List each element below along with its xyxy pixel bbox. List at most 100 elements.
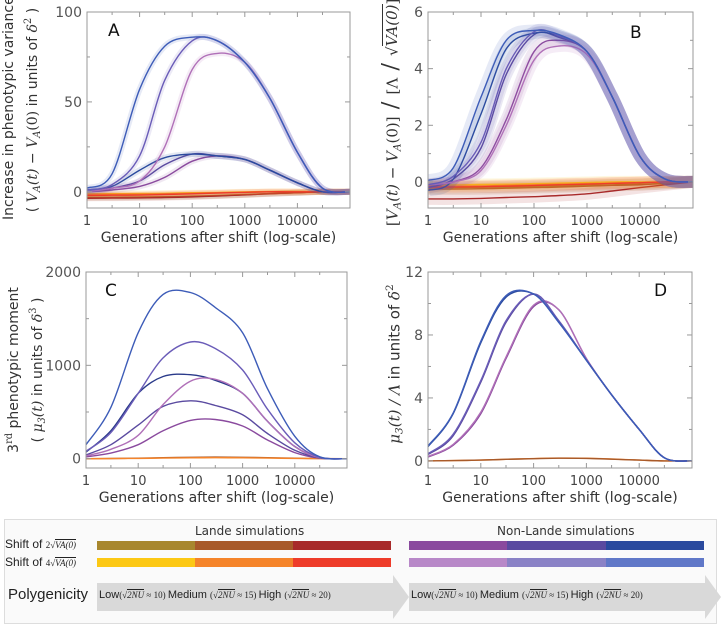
label-token: ) <box>29 297 46 308</box>
label-token: ≈ 10) <box>144 590 168 600</box>
nonlande-shift4-bar <box>409 558 704 567</box>
x-axis-label: Generations after shift (log-scale) <box>443 230 678 246</box>
panel-D: 1 10 100 1000 10000 0 4 8 12 Generations after sh… <box>405 265 693 506</box>
series-group <box>86 289 347 460</box>
panel-letter: B <box>630 23 642 43</box>
label-token: ] <box>383 0 402 5</box>
label-token: 2NU <box>292 589 310 600</box>
label-token: 2 <box>384 284 396 291</box>
y-label-d-line1: μ3(t) / Λ in units of δ2 <box>381 274 409 454</box>
polygenicity-label: Polygenicity <box>8 586 89 603</box>
label-token: (t) <box>383 184 402 202</box>
label-token: μ <box>385 433 404 444</box>
label-token: VA(0) <box>55 557 76 568</box>
x-tick-label: 10 <box>130 474 147 489</box>
legend-color-segment <box>195 541 293 550</box>
legend-color-segment <box>293 558 391 567</box>
y-tick-label: 4 <box>414 62 423 78</box>
label-token: 3 <box>36 417 48 424</box>
confidence-band <box>87 33 350 196</box>
legend-color-segment <box>97 558 195 567</box>
y-axis-label-b: [VA(t) − VA(0)] / [Λ / √VA(0)]2 <box>377 0 407 229</box>
x-tick-label: 10000 <box>274 474 315 489</box>
panel-B: 1 10 100 1000 10000 0 2 4 6 Generations after shi… <box>414 5 694 246</box>
series-line <box>86 373 347 460</box>
shift4-label: Shift of 4√VA(0) <box>5 555 76 569</box>
label-token: [Λ <box>383 77 402 95</box>
label-token: VA(0) <box>55 539 76 550</box>
legend-color-segment <box>605 541 704 550</box>
series-line <box>86 340 347 460</box>
legend-color-segment <box>97 541 195 550</box>
series-line <box>428 181 693 188</box>
label-token: (0) <box>24 110 41 131</box>
series-line <box>428 457 692 462</box>
label-token: δ <box>24 23 41 33</box>
label-token: 3 <box>393 427 406 434</box>
label-token: in units of <box>24 32 41 111</box>
arrow-body <box>97 583 393 611</box>
y-label-b-line1: [VA(t) − VA(0)] / [Λ / √VA(0)]2 <box>377 0 407 229</box>
label-token: ≈ 20) <box>621 590 643 600</box>
series-line <box>428 181 693 200</box>
label-token: δ <box>385 290 404 301</box>
label-token: 2NU <box>127 589 145 600</box>
y-label-a-line1: Increase in phenotypic variance <box>1 0 17 220</box>
series-line <box>428 29 693 183</box>
x-tick-label: 100 <box>521 474 546 489</box>
label-token: [ <box>383 220 402 227</box>
label-token: μ <box>29 423 46 433</box>
y-tick-label: 4 <box>414 391 423 407</box>
x-tick-label: 10000 <box>619 214 660 229</box>
label-token: − <box>383 161 402 185</box>
x-tick-label: 1000 <box>570 214 603 229</box>
legend-color-segment <box>507 541 606 550</box>
series-line <box>86 456 347 460</box>
label-token: ≈ 10) <box>456 590 480 600</box>
legend: Lande simulations Non-Lande simulations … <box>4 519 721 624</box>
label-token: V <box>24 192 41 203</box>
label-token: (√ <box>522 590 530 600</box>
label-token: phenotypic moment <box>5 287 22 433</box>
label-token: V <box>383 209 402 221</box>
x-tick-label: 10000 <box>277 214 318 229</box>
label-token: ≈ 20) <box>309 590 331 600</box>
label-token: V <box>24 137 41 148</box>
plot-frame <box>427 271 693 469</box>
label-token: (√ <box>284 590 293 600</box>
y-label-c-line1: 3rd phenotypic moment <box>0 260 24 480</box>
lande-shift4-bar <box>97 558 391 567</box>
series-line <box>428 289 692 462</box>
series-line <box>428 29 693 186</box>
label-token: ≈ 15) <box>546 590 571 600</box>
legend-color-segment <box>605 558 704 567</box>
label-token: V <box>383 151 402 162</box>
y-tick-label: 0 <box>73 185 82 201</box>
lande-polygenicity-arrow: Low(√2NU ≈ 10) Medium (√2NU ≈ 15) High (… <box>97 575 409 619</box>
label-token: ( <box>29 432 46 443</box>
label-token: Shift of <box>5 537 46 551</box>
series-group <box>428 23 693 205</box>
legend-color-segment <box>293 541 391 550</box>
label-token: ) <box>24 7 41 18</box>
nonlande-title: Non-Lande simulations <box>497 524 635 538</box>
series-line <box>86 400 347 460</box>
panel-letter: A <box>108 21 120 41</box>
y-tick-label: 100 <box>55 5 82 21</box>
label-token: − <box>24 147 41 169</box>
y-tick-label: 0 <box>414 175 423 191</box>
label-token: / <box>377 55 404 78</box>
label-token: VA(0) <box>382 4 402 47</box>
series-line <box>87 191 350 197</box>
label-token: 4√ <box>45 558 56 568</box>
label-token: 2 <box>23 17 34 24</box>
nonlande-polygenicity-arrow: Low(√2NU ≈ 10) Medium (√2NU ≈ 15) High (… <box>409 575 721 619</box>
arrow-head <box>705 575 721 619</box>
label-token: δ <box>29 313 46 323</box>
lande-polygenicity-text: Low(√2NU ≈ 10) Medium (√2NU ≈ 15) High (… <box>99 589 331 601</box>
panel-letter: C <box>105 281 117 301</box>
label-token: 2NU <box>217 589 235 600</box>
label-token: (√ <box>210 590 218 600</box>
label-token: rd <box>4 432 15 444</box>
